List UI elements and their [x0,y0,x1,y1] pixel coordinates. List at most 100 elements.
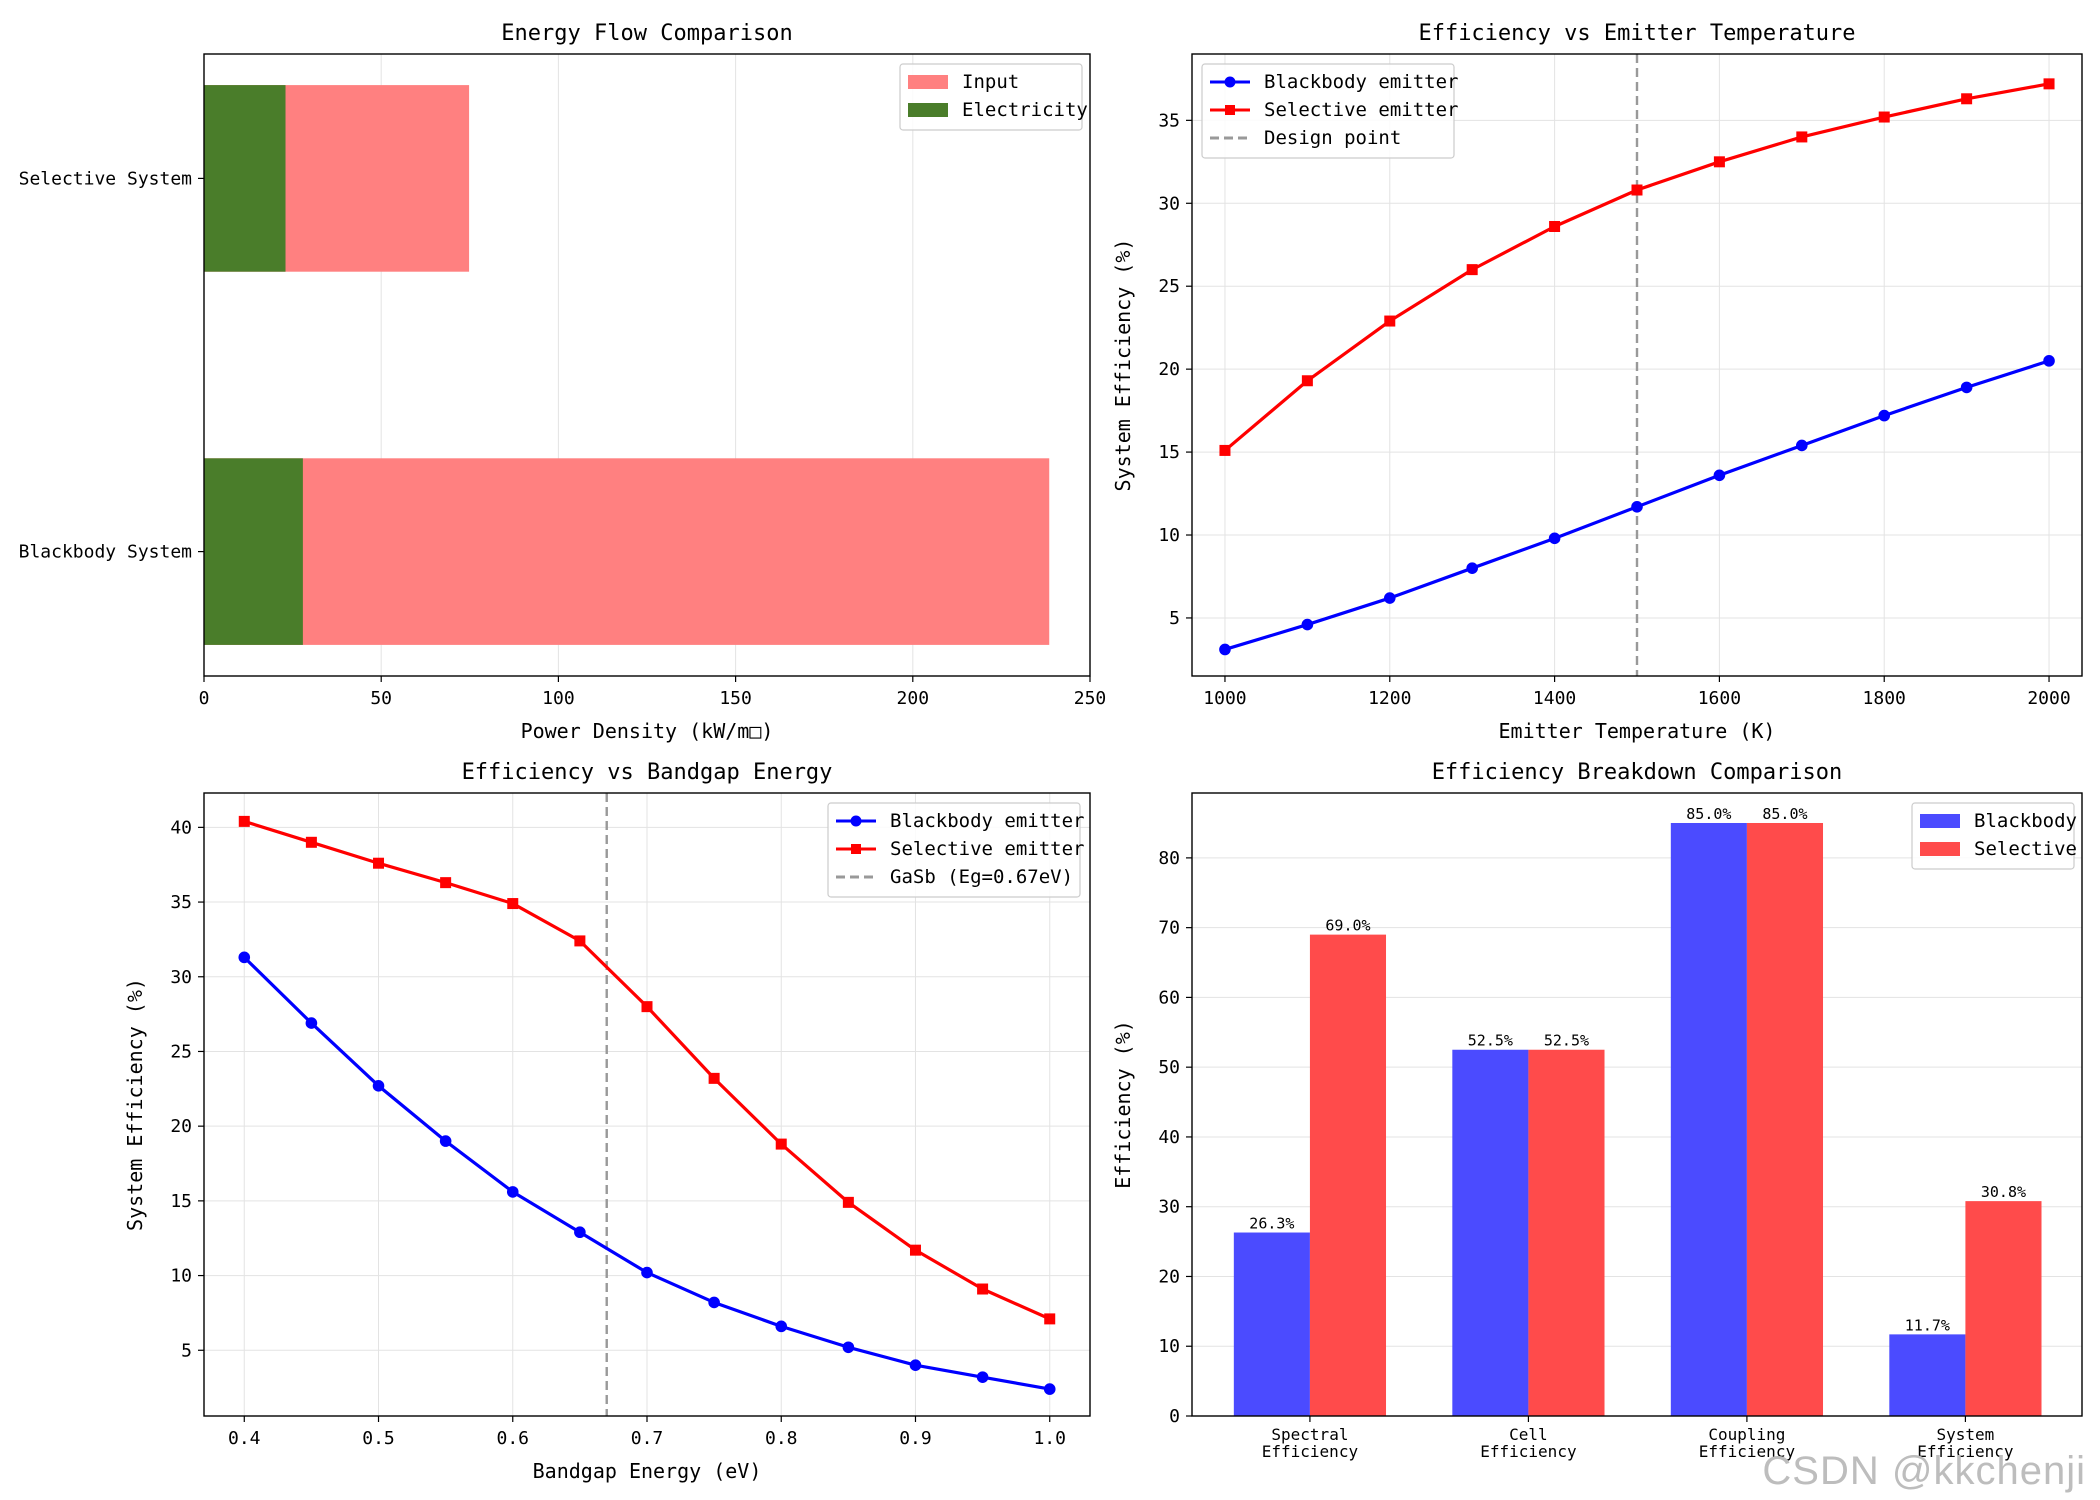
data-point [842,1196,854,1208]
bar-input [204,458,1050,645]
axes-frame [203,792,1091,1417]
data-point [1631,184,1643,196]
y-tick-label: 40 [1158,1127,1180,1148]
data-point [507,898,519,910]
data-point [1878,111,1890,123]
data-point [909,1359,922,1372]
data-point [1713,469,1726,482]
data-point [1713,156,1725,168]
y-tick-label: 15 [170,1191,192,1212]
data-label: 30.8% [1981,1183,2026,1201]
watermark: CSDN @kkchenji [1762,1449,2086,1493]
x-tick-label: 1800 [1863,688,1906,709]
y-axis-label: System Efficiency (%) [1111,239,1135,492]
x-tick-label: Cell [1509,1425,1548,1444]
y-tick-label: 40 [170,817,192,838]
y-tick-label: 35 [1158,110,1180,131]
data-point [977,1283,989,1295]
y-tick-label: 80 [1158,848,1180,869]
subplot-3: Efficiency vs Bandgap Energy Bandgap Ener… [123,760,1091,1483]
x-tick-label: 200 [897,688,930,709]
legend-box [827,802,1081,898]
bar-blackbody [1452,1049,1529,1416]
legend-label: Electricity [962,99,1088,121]
data-point [373,857,385,869]
legend-marker [1224,76,1236,88]
data-point [1466,264,1478,276]
y-tick-label: 15 [1158,442,1180,463]
data-point [641,1266,653,1279]
axes-frame [1191,53,2083,677]
x-tick-label: System [1937,1425,1995,1444]
x-tick-label: 0.5 [362,1428,395,1449]
legend-label: Input [962,71,1019,93]
bar-selective [1965,1201,2042,1416]
x-tick-label: Efficiency [1480,1442,1577,1461]
data-point [909,1244,921,1256]
data-point [305,1017,318,1029]
subplot-2: Efficiency vs Emitter Temperature Emitter… [1111,21,2083,743]
data-point [1301,618,1314,631]
x-tick-label: 150 [719,688,752,709]
x-tick-label: 0 [199,688,210,709]
legend-marker [851,844,861,854]
x-axis-label: Power Density (kW/m□) [521,719,774,743]
x-tick-label: 0.8 [765,1428,798,1449]
axes-frame [203,53,1091,677]
x-tick-label: 0.4 [228,1428,261,1449]
y-tick-label: 25 [170,1041,192,1062]
x-tick-label: 50 [370,688,392,709]
data-point [238,951,251,964]
data-point [1796,131,1808,143]
data-point [238,815,250,827]
legend-label: GaSb (Eg=0.67eV) [890,866,1073,888]
y-tick-label: 70 [1158,918,1180,939]
x-axis-label: Emitter Temperature (K) [1499,719,1776,743]
x-tick-label: 100 [542,688,575,709]
data-point [1631,501,1643,513]
y-tick-label: 10 [1158,525,1180,546]
data-point [775,1320,788,1333]
y-tick-label: 30 [1158,1197,1180,1218]
x-tick-label: 1.0 [1033,1428,1066,1449]
y-axis-label: Efficiency (%) [1111,1020,1135,1189]
subplot-title: Energy Flow Comparison [501,21,792,46]
x-tick-label: Efficiency [1917,1442,2014,1461]
data-point [1960,381,1973,394]
legend: Blackbody Selective [1911,802,2077,870]
x-tick-label: Efficiency [1699,1442,1796,1461]
y-tick-label: 0 [1169,1406,1180,1427]
data-point [439,1135,452,1147]
legend-label: Selective emitter [1264,99,1458,121]
data-label: 85.0% [1686,805,1731,823]
data-point [305,836,317,848]
y-axis-label: System Efficiency (%) [123,978,147,1231]
data-point [506,1186,519,1198]
legend-marker [1225,105,1235,115]
x-tick-label: 1000 [1203,688,1246,709]
data-point [1043,1383,1056,1395]
data-point [1301,375,1313,387]
x-tick-label: 1600 [1698,688,1741,709]
legend-label: Design point [1264,127,1401,149]
subplot-4: Efficiency Breakdown Comparison Efficienc… [1111,760,2083,1461]
data-point [2043,355,2055,367]
data-point [1796,439,1808,452]
x-tick-label: 250 [1074,688,1107,709]
subplot-title: Efficiency Breakdown Comparison [1432,760,1843,785]
y-tick-label: 60 [1158,987,1180,1008]
x-tick-label: 1200 [1368,688,1411,709]
y-tick-label: 20 [1158,1266,1180,1287]
y-tick-label: 10 [1158,1336,1180,1357]
bar-blackbody [1670,822,1747,1416]
x-tick-label: 1400 [1533,688,1576,709]
data-point [1383,592,1396,604]
data-label: 52.5% [1544,1032,1589,1050]
y-tick-label: 30 [1158,193,1180,214]
legend-swatch [908,103,948,117]
legend: Input Electricity [899,63,1088,131]
y-tick-label: 35 [170,892,192,913]
x-tick-label: 0.9 [899,1428,932,1449]
data-point [1219,444,1231,456]
